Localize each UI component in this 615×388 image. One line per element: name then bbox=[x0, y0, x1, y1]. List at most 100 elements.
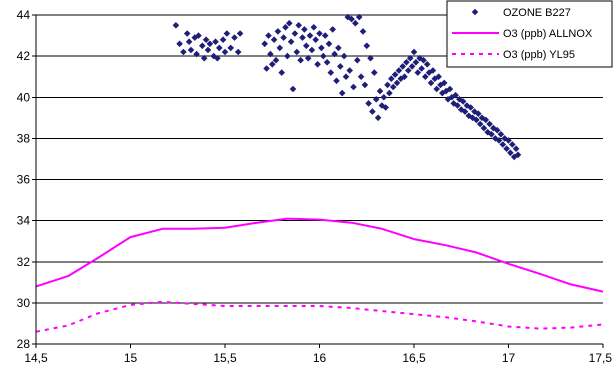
data-point bbox=[418, 65, 425, 72]
data-point bbox=[501, 135, 508, 142]
data-point bbox=[219, 36, 227, 43]
data-point bbox=[350, 83, 357, 91]
data-point bbox=[210, 52, 217, 60]
data-point bbox=[507, 149, 514, 157]
legend: OZONE B227 O3 (ppb) ALLNOX O3 (ppb) YL95 bbox=[446, 0, 613, 68]
data-point bbox=[408, 63, 416, 70]
data-point bbox=[456, 96, 463, 103]
data-point bbox=[405, 67, 412, 74]
data-point bbox=[512, 145, 520, 152]
data-point bbox=[200, 54, 208, 62]
x-tick-label: 16,5 bbox=[402, 351, 426, 365]
data-point bbox=[435, 73, 442, 80]
data-point bbox=[365, 100, 372, 107]
data-point bbox=[180, 48, 187, 56]
data-point bbox=[505, 137, 512, 144]
data-point bbox=[299, 34, 306, 41]
data-point bbox=[236, 30, 244, 37]
data-point bbox=[378, 102, 386, 109]
data-point bbox=[480, 124, 488, 132]
data-point bbox=[429, 67, 437, 74]
data-point bbox=[265, 32, 272, 39]
data-point bbox=[427, 79, 435, 87]
data-point bbox=[346, 67, 353, 74]
data-point bbox=[369, 108, 376, 115]
data-point bbox=[321, 32, 329, 39]
data-point bbox=[263, 65, 270, 72]
data-point bbox=[371, 69, 378, 76]
data-point bbox=[391, 71, 399, 78]
data-point bbox=[412, 59, 420, 66]
data-point bbox=[490, 124, 497, 132]
data-point bbox=[193, 50, 200, 58]
data-point bbox=[499, 141, 507, 148]
data-point bbox=[323, 59, 331, 66]
x-tick-label: 17,5 bbox=[589, 351, 613, 365]
data-point bbox=[461, 108, 469, 115]
axes: 28 30 32 34 36 38 40 42 44 14,5 15 15,5 16 16,5 17 17,5 bbox=[17, 8, 613, 365]
data-point bbox=[261, 40, 268, 48]
series-line bbox=[35, 217, 604, 293]
data-point bbox=[267, 50, 274, 58]
data-point bbox=[473, 116, 480, 124]
y-tick-label: 32 bbox=[17, 255, 31, 269]
x-tick-label: 15 bbox=[124, 351, 138, 365]
data-point bbox=[467, 104, 474, 111]
data-point bbox=[187, 46, 195, 54]
data-point bbox=[357, 73, 365, 80]
data-point bbox=[355, 13, 363, 21]
data-point bbox=[492, 135, 499, 142]
data-point bbox=[493, 126, 501, 134]
data-point bbox=[176, 40, 183, 48]
data-point bbox=[287, 38, 295, 45]
data-point bbox=[440, 79, 448, 87]
data-point bbox=[308, 46, 316, 54]
data-point bbox=[286, 19, 293, 27]
data-point bbox=[374, 114, 382, 122]
data-point bbox=[335, 44, 342, 52]
y-tick-label: 44 bbox=[17, 8, 31, 22]
series-line bbox=[35, 300, 604, 333]
data-point bbox=[422, 73, 429, 80]
data-point bbox=[234, 48, 242, 56]
data-point bbox=[423, 61, 431, 68]
data-point bbox=[431, 75, 439, 82]
data-point bbox=[306, 32, 314, 39]
data-point bbox=[395, 67, 403, 74]
legend-label: O3 (ppb) ALLNOX bbox=[503, 28, 593, 40]
data-point bbox=[338, 89, 346, 97]
data-point bbox=[320, 52, 327, 60]
y-tick-label: 36 bbox=[17, 173, 31, 187]
data-point bbox=[216, 44, 223, 52]
data-point bbox=[195, 32, 202, 39]
data-point bbox=[482, 116, 490, 124]
data-point bbox=[399, 63, 406, 70]
data-point bbox=[497, 131, 505, 138]
data-point bbox=[337, 63, 344, 70]
series-2 bbox=[35, 300, 604, 333]
data-point bbox=[214, 54, 221, 62]
data-point bbox=[503, 145, 510, 152]
data-point bbox=[459, 98, 467, 105]
data-point bbox=[172, 22, 180, 29]
data-point bbox=[204, 46, 212, 54]
data-point bbox=[452, 91, 459, 99]
data-point bbox=[486, 120, 493, 128]
data-point bbox=[206, 40, 214, 48]
data-point bbox=[344, 13, 352, 21]
data-point bbox=[342, 73, 350, 80]
data-point bbox=[488, 131, 495, 138]
data-point bbox=[393, 79, 401, 87]
data-point bbox=[304, 54, 312, 62]
data-point bbox=[327, 69, 335, 76]
data-point bbox=[382, 104, 389, 111]
data-point bbox=[514, 151, 522, 159]
data-point bbox=[303, 42, 310, 50]
data-point bbox=[316, 30, 323, 37]
data-point bbox=[284, 52, 291, 60]
data-point bbox=[295, 22, 302, 29]
data-point bbox=[372, 96, 380, 103]
data-point bbox=[495, 137, 503, 144]
